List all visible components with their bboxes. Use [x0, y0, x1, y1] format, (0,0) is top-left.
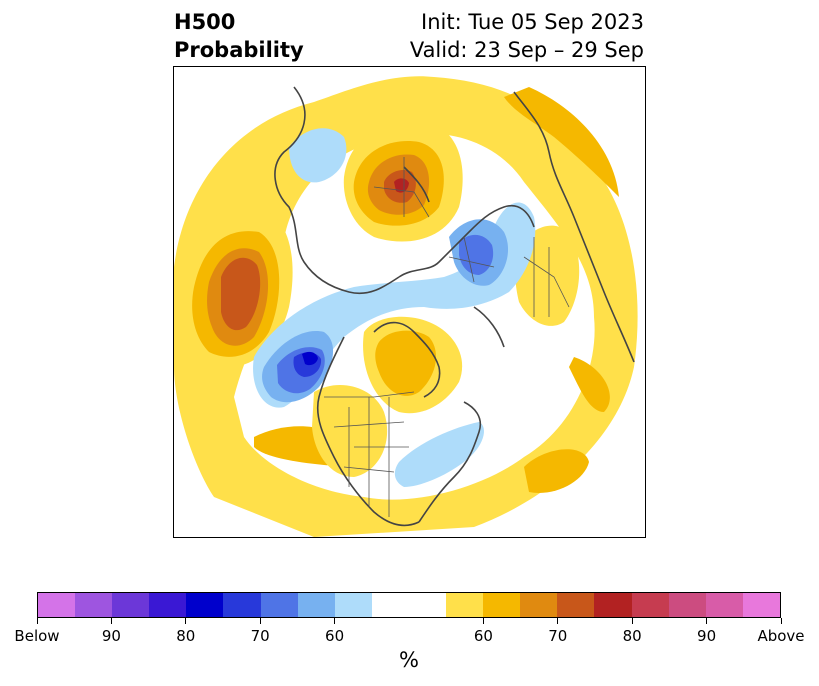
colorbar-segment — [112, 593, 150, 617]
above-65-east-pacific — [569, 357, 610, 412]
chart-dates: Init: Tue 05 Sep 2023 Valid: 23 Sep – 29… — [410, 8, 644, 64]
below-60-arctic — [289, 128, 347, 183]
below-80-alaska — [302, 351, 318, 366]
above-60-south — [312, 384, 388, 477]
above-65-northeast — [504, 87, 619, 197]
colorbar-tick-label: 90 — [101, 627, 121, 645]
colorbar-segment — [297, 593, 335, 617]
colorbar-tick-label: 70 — [250, 627, 270, 645]
title-variable: H500 — [174, 10, 236, 34]
colorbar-tick-label: 90 — [697, 627, 717, 645]
colorbar-segment — [668, 593, 706, 617]
colorbar-segment — [705, 593, 743, 617]
colorbar-segment — [223, 593, 261, 617]
valid-range: Valid: 23 Sep – 29 Sep — [409, 38, 644, 62]
title-metric: Probability — [174, 38, 304, 62]
colorbar-tick — [259, 618, 261, 624]
colorbar-segment — [186, 593, 224, 617]
colorbar-tick-label: Above — [757, 627, 805, 645]
colorbar-tick-label: 70 — [548, 627, 568, 645]
colorbar-segment — [742, 593, 780, 617]
colorbar-tick — [36, 618, 38, 624]
colorbar-unit: % — [399, 648, 419, 672]
colorbar-tick-label: 80 — [622, 627, 642, 645]
above-65-centre — [375, 330, 437, 396]
colorbar-segment — [594, 593, 632, 617]
above-80-north — [394, 178, 409, 193]
colorbar-segment — [520, 593, 558, 617]
colorbar — [37, 592, 781, 618]
init-date: Init: Tue 05 Sep 2023 — [421, 10, 644, 34]
colorbar-segment — [483, 593, 521, 617]
colorbar-tick-label: 80 — [176, 627, 196, 645]
colorbar-segment — [334, 593, 372, 617]
colorbar-tick — [631, 618, 633, 624]
colorbar-segment — [260, 593, 298, 617]
colorbar-segment — [149, 593, 187, 617]
above-75-west — [221, 257, 261, 331]
colorbar-tick — [706, 618, 708, 624]
colorbar-tick-label: 60 — [325, 627, 345, 645]
colorbar-tick — [780, 618, 782, 624]
political-borders — [324, 157, 570, 517]
colorbar-segment — [371, 593, 447, 617]
colorbar-segment — [75, 593, 113, 617]
polar-map — [173, 66, 646, 538]
colorbar-tick — [185, 618, 187, 624]
colorbar-segment — [38, 593, 76, 617]
above-65-southeast — [524, 449, 589, 493]
colorbar-tick — [334, 618, 336, 624]
probability-map-svg — [174, 76, 638, 537]
colorbar-segment — [446, 593, 484, 617]
chart-title: H500 Probability — [174, 8, 304, 64]
colorbar-tick-label: Below — [14, 627, 60, 645]
colorbar-tick — [110, 618, 112, 624]
below-60-east-us — [394, 422, 484, 487]
colorbar-tick-label: 60 — [473, 627, 493, 645]
colorbar-segment — [631, 593, 669, 617]
coastlines — [274, 86, 635, 527]
colorbar-segment — [557, 593, 595, 617]
colorbar-tick — [482, 618, 484, 624]
colorbar-tick — [557, 618, 559, 624]
